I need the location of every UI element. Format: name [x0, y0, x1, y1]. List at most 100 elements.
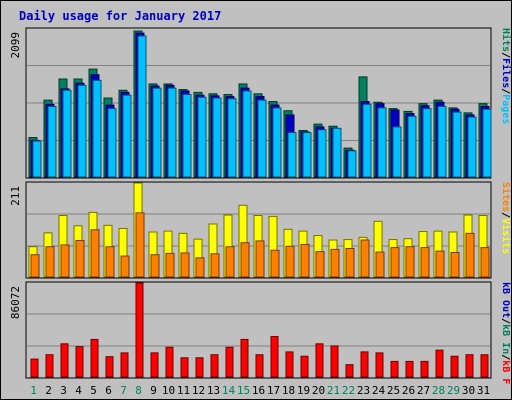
- x-tick-label: 11: [177, 384, 190, 397]
- bar-sites: [345, 247, 355, 278]
- bar-sites: [330, 248, 340, 278]
- bar-kbf: [240, 338, 249, 378]
- bar-kbf: [270, 335, 279, 378]
- bar-kbf: [345, 364, 354, 378]
- bar-kbf: [225, 346, 234, 378]
- x-tick-label: 17: [267, 384, 280, 397]
- bar-sites: [270, 249, 280, 278]
- bar-sites: [390, 247, 400, 278]
- bar-kbf: [120, 352, 129, 378]
- x-tick-label: 14: [222, 384, 236, 397]
- bar-pages: [257, 99, 267, 178]
- bar-pages: [377, 107, 387, 178]
- bar-pages: [422, 108, 432, 178]
- bar-sites: [180, 252, 190, 278]
- bar-kbf: [75, 346, 84, 378]
- legend-hits-files-pages: Hits/Files/Pages: [500, 28, 511, 124]
- bar-pages: [212, 97, 222, 178]
- bar-sites: [405, 246, 415, 278]
- legend-visits-sites: Sites/Visits: [500, 182, 511, 254]
- legend-item-visits: Visits: [500, 218, 511, 254]
- legend-item-kbin: kB In: [500, 324, 511, 354]
- bar-kbf: [195, 357, 204, 378]
- x-tick-label: 23: [357, 384, 370, 397]
- bar-pages: [32, 140, 42, 178]
- bar-pages: [332, 127, 342, 178]
- bar-kbf: [45, 354, 54, 378]
- chart-title: Daily usage for January 2017: [19, 9, 222, 23]
- x-tick-label: 12: [192, 384, 205, 397]
- legend-kbytes: kB Out/kB In/kB F: [500, 282, 511, 384]
- legend-item-files: Files: [500, 58, 511, 88]
- bar-pages: [92, 79, 102, 178]
- bar-pages: [407, 115, 417, 178]
- bar-kbf: [60, 343, 69, 378]
- x-tick-label: 13: [207, 384, 220, 397]
- bar-kbf: [420, 360, 429, 378]
- bar-sites: [75, 239, 85, 278]
- bar-kbf: [285, 351, 294, 378]
- bar-sites: [105, 246, 115, 278]
- bar-pages: [77, 84, 87, 178]
- bar-kbf: [150, 352, 159, 378]
- x-tick-label: 27: [417, 384, 430, 397]
- bar-kbf: [375, 352, 384, 378]
- bar-pages: [62, 89, 72, 178]
- bar-kbf: [480, 354, 489, 378]
- bar-pages: [227, 98, 237, 178]
- bar-pages: [122, 94, 132, 178]
- x-tick-label: 4: [75, 384, 82, 397]
- bar-kbf: [105, 356, 114, 378]
- bar-sites: [480, 247, 490, 278]
- x-tick-label: 24: [372, 384, 386, 397]
- bar-sites: [135, 212, 145, 278]
- bar-sites: [435, 250, 445, 278]
- bar-kbf: [90, 338, 99, 378]
- bar-pages: [437, 105, 447, 178]
- x-tick-label: 30: [462, 384, 475, 397]
- bar-kbf: [330, 345, 339, 378]
- bar-kbf: [135, 282, 144, 378]
- x-tick-label: 31: [477, 384, 490, 397]
- x-tick-label: 10: [162, 384, 175, 397]
- bar-sites: [255, 240, 265, 278]
- legend-item-kbf: kB F: [500, 360, 511, 384]
- bar-pages: [272, 107, 282, 178]
- bar-pages: [362, 103, 372, 178]
- x-tick-label: 5: [90, 384, 97, 397]
- bar-pages: [347, 150, 357, 178]
- x-tick-label: 8: [135, 384, 142, 397]
- bar-pages: [482, 108, 492, 178]
- legend-item-kbout: kB Out: [500, 282, 511, 318]
- bar-kbf: [450, 355, 459, 378]
- bar-pages: [107, 108, 117, 178]
- legend-item-hits: Hits: [500, 28, 511, 52]
- x-tick-label: 7: [120, 384, 127, 397]
- x-tick-label: 1: [30, 384, 37, 397]
- bar-sites: [150, 254, 160, 278]
- x-tick-label: 15: [237, 384, 250, 397]
- bar-sites: [420, 247, 430, 278]
- bar-sites: [60, 244, 70, 278]
- bar-pages: [197, 96, 207, 178]
- x-tick-label: 6: [105, 384, 112, 397]
- bar-pages: [317, 129, 327, 178]
- x-tick-label: 25: [387, 384, 400, 397]
- x-tick-label: 26: [402, 384, 415, 397]
- bar-kbf: [465, 354, 474, 378]
- x-tick-label: 20: [312, 384, 325, 397]
- ymax-label-kbytes: 86072: [9, 286, 22, 319]
- bar-pages: [302, 132, 312, 178]
- x-tick-label: 2: [45, 384, 52, 397]
- bar-kbf: [360, 351, 369, 378]
- bar-sites: [210, 253, 220, 278]
- bar-sites: [315, 251, 325, 278]
- x-tick-label: 28: [432, 384, 445, 397]
- ymax-label-visits-sites: 211: [9, 186, 22, 206]
- bar-sites: [450, 251, 460, 278]
- bar-pages: [47, 105, 57, 178]
- bar-sites: [240, 242, 250, 278]
- bar-pages: [137, 35, 147, 178]
- bar-pages: [287, 132, 297, 178]
